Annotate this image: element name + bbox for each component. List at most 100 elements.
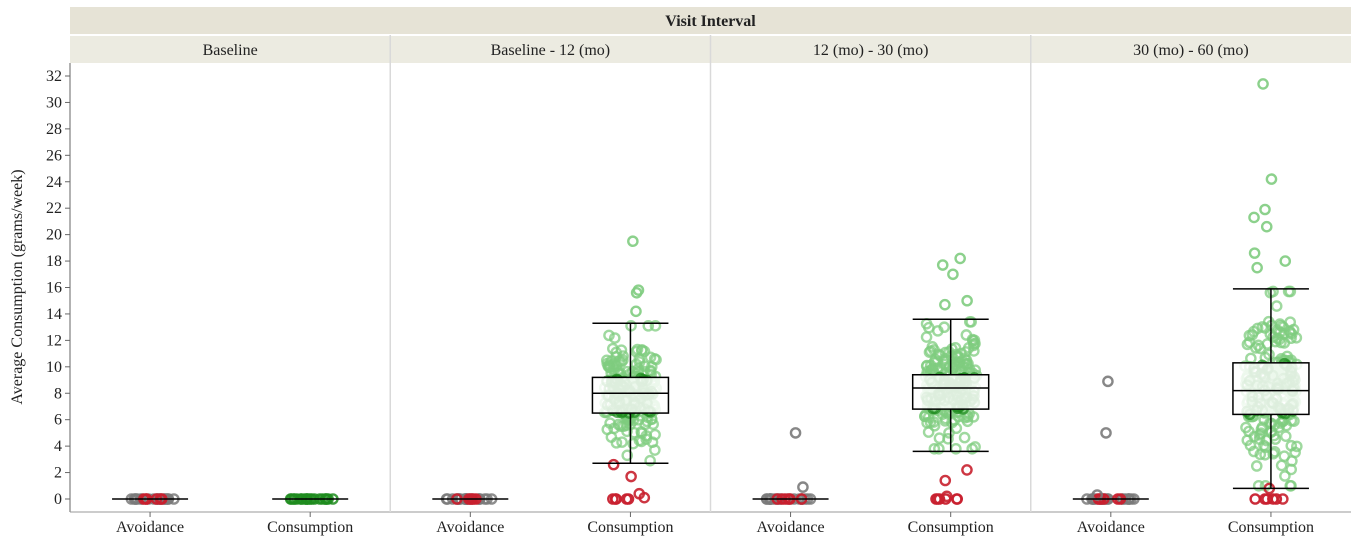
data-point	[947, 268, 959, 281]
data-point	[1248, 211, 1260, 224]
data-point	[620, 493, 633, 505]
box-consumption	[591, 322, 670, 465]
data-point	[939, 474, 952, 487]
data-point	[602, 360, 615, 373]
data-point	[797, 481, 809, 493]
data-point	[617, 354, 629, 367]
y-axis-label: Average Consumption (grams/week)	[9, 169, 26, 404]
data-point	[1270, 493, 1283, 505]
data-point	[1279, 430, 1292, 442]
x-tick-label: Avoidance	[1077, 519, 1145, 536]
data-point	[928, 442, 941, 455]
data-point	[630, 286, 643, 299]
data-point	[936, 259, 949, 271]
iqr-box	[911, 373, 990, 410]
data-point	[1248, 247, 1261, 259]
x-tick-label: Consumption	[587, 519, 673, 536]
x-tick-label: Consumption	[267, 519, 353, 536]
iqr-box	[591, 376, 670, 414]
data-point	[1260, 220, 1273, 233]
data-point	[607, 458, 620, 471]
data-point	[630, 305, 642, 318]
y-tick-label: 28	[46, 121, 62, 138]
y-tick-label: 4	[54, 438, 62, 455]
y-tick-label: 30	[46, 94, 62, 111]
data-point	[1251, 322, 1264, 335]
data-point	[1278, 450, 1291, 462]
data-point	[1274, 318, 1286, 330]
panel-4: 30 (mo) - 60 (mo) Avoidance Consumption	[1030, 35, 1314, 536]
points-avoidance	[760, 427, 817, 505]
data-point	[642, 320, 655, 332]
x-tick-label: Avoidance	[436, 519, 504, 536]
data-point	[1279, 470, 1291, 482]
data-point	[1248, 430, 1261, 443]
data-point	[789, 427, 802, 439]
data-point	[1285, 479, 1297, 492]
data-point	[1286, 328, 1298, 340]
data-point	[928, 356, 941, 368]
y-tick-label: 2	[54, 465, 62, 482]
data-point	[1263, 348, 1275, 361]
x-tick-label: Consumption	[1228, 519, 1314, 536]
data-point	[1265, 173, 1278, 185]
data-point	[920, 331, 933, 343]
data-point	[1102, 375, 1114, 388]
panel-3: 12 (mo) - 30 (mo) Avoidance Consumption	[709, 35, 994, 536]
data-point	[603, 329, 615, 342]
x-tick-label: Consumption	[908, 519, 994, 536]
data-point	[1275, 459, 1288, 472]
data-point	[1240, 421, 1252, 434]
y-tick-label: 20	[46, 227, 62, 244]
data-point	[931, 493, 944, 505]
y-tick-label: 24	[46, 174, 62, 191]
data-point	[967, 411, 980, 423]
data-point	[631, 343, 644, 356]
data-point	[1291, 440, 1303, 453]
panel-label: Baseline	[203, 42, 258, 59]
y-tick-label: 12	[46, 332, 62, 349]
data-point	[919, 410, 931, 423]
data-point	[943, 346, 955, 358]
data-point	[968, 345, 980, 357]
data-point	[609, 493, 622, 505]
data-point	[638, 491, 651, 504]
data-point	[939, 298, 951, 311]
data-point	[969, 337, 981, 350]
data-point	[1285, 439, 1298, 452]
data-point	[960, 346, 972, 358]
data-point	[633, 356, 646, 368]
data-point	[938, 321, 951, 334]
data-point	[1284, 285, 1297, 298]
data-point	[1259, 493, 1271, 505]
data-point	[621, 449, 634, 462]
data-point	[933, 432, 946, 444]
points-avoidance	[1081, 375, 1140, 505]
panels: Baseline Avoidance Consumption Baseline - 1…	[112, 35, 1314, 536]
data-point	[625, 470, 637, 483]
data-point	[1259, 322, 1271, 334]
data-point	[612, 418, 625, 431]
data-point	[647, 418, 659, 431]
box-consumption	[1232, 288, 1310, 490]
y-tick-label: 6	[54, 412, 62, 429]
data-point	[946, 343, 958, 355]
panel-label: 30 (mo) - 60 (mo)	[1133, 42, 1249, 59]
y-tick-label: 18	[46, 253, 62, 270]
panel-label: Baseline - 12 (mo)	[491, 42, 611, 59]
data-point	[954, 252, 966, 265]
data-point	[951, 351, 964, 364]
y-tick-label: 14	[46, 306, 62, 323]
data-point	[1250, 342, 1262, 354]
y-tick-label: 32	[46, 68, 62, 85]
box-consumption	[911, 318, 990, 453]
data-point	[963, 316, 976, 328]
data-point	[933, 442, 945, 455]
data-point	[1270, 300, 1283, 312]
y-tick-label: 10	[46, 359, 62, 376]
y-tick-label: 8	[54, 385, 62, 402]
data-point	[1243, 336, 1256, 348]
data-point	[958, 431, 971, 444]
